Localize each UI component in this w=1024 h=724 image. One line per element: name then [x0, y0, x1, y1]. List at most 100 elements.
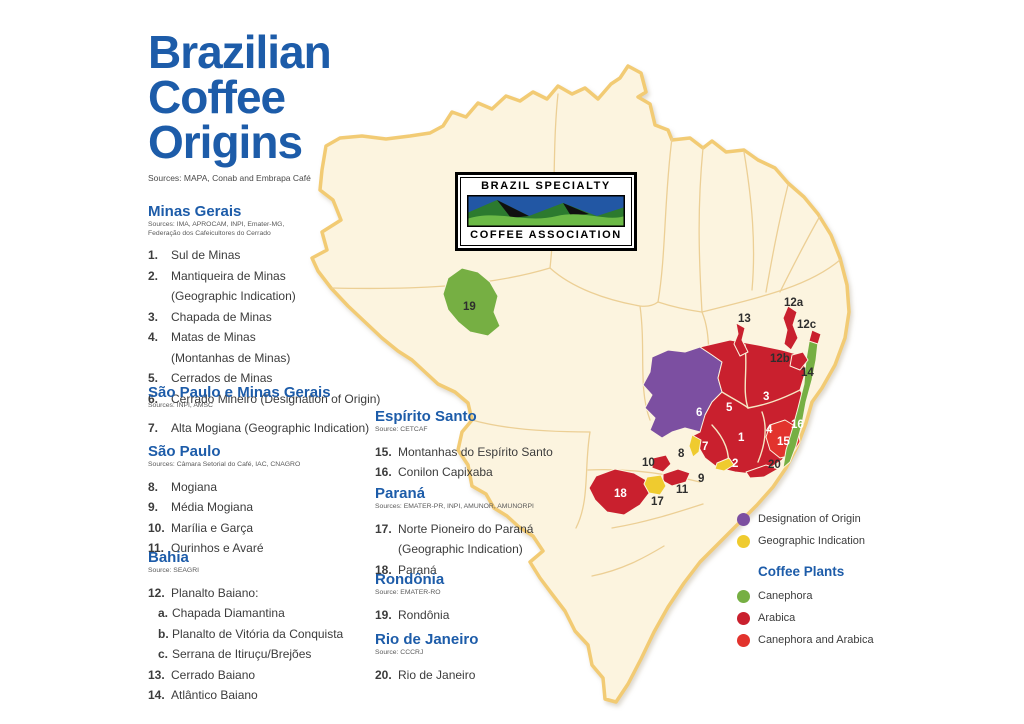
map-label-17: 17	[651, 496, 664, 508]
list-item: 14. Atlântico Baiano	[148, 685, 388, 706]
list-item-text: Montanhas do Espírito Santo	[398, 444, 553, 459]
section-parana: Paraná Sources: EMATER-PR, INPI, AMUNOR, …	[375, 485, 600, 580]
list-item-number: 16.	[375, 465, 392, 479]
region-list: 15. Montanhas do Espírito Santo 16. Conilon…	[375, 442, 600, 483]
list-item-text: Cerrados de Minas	[171, 371, 273, 385]
page-title-line-3: Origins	[148, 116, 303, 168]
list-item-text: Norte Pioneiro do Paraná	[398, 521, 534, 536]
map-label-12b: 12b	[770, 353, 790, 365]
section-source-line: Sources: EMATER-PR, INPI, AMUNOR, AMUNOR…	[375, 503, 534, 510]
map-label-9: 9	[698, 473, 704, 485]
legend-row-canephora: Canephora	[737, 585, 937, 607]
section-heading-espirito-santo: Espírito Santo	[375, 408, 477, 425]
legend-row-designation-of-origin: Designation of Origin	[737, 508, 937, 530]
legend-row-canephora-and-arabica: Canephora and Arabica	[737, 629, 937, 651]
map-label-3: 3	[763, 391, 769, 403]
section-heading-sp-mg: São Paulo e Minas Gerais	[148, 384, 331, 401]
section-heading-bahia: Bahia	[148, 549, 189, 566]
page-title-line-1: Brazilian	[148, 26, 332, 78]
map-label-8: 8	[678, 448, 685, 460]
list-item: 7. Alta Mogiana (Geographic Indication)	[148, 418, 388, 439]
purple-dot-icon	[737, 512, 750, 526]
bsca-logo-line-2: COFFEE ASSOCIATION	[470, 229, 622, 241]
map-label-16: 16	[791, 419, 804, 431]
list-item-number: 8.	[148, 479, 159, 494]
list-item: 20. Rio de Janeiro	[375, 665, 600, 686]
region-19-rondonia	[442, 267, 501, 337]
region-list: 8. Mogiana 9. Média Mogiana 10. Marília e Gar…	[148, 477, 388, 559]
legend-row-geographic-indication: Geographic Indication	[737, 530, 937, 552]
section-source-line: Source: CCCRJ	[375, 649, 424, 656]
list-item-number: 6.	[148, 391, 159, 406]
list-subitem-letter: a.	[158, 606, 169, 620]
list-item-number: 1.	[148, 248, 159, 262]
list-item: 12. Planalto Baiano:	[148, 583, 388, 604]
map-label-2: 2	[732, 458, 738, 470]
section-rio: Rio de Janeiro Source: CCCRJ 20. Rio de Jan…	[375, 631, 600, 685]
list-item-number: 7.	[148, 420, 159, 435]
list-item: 16. Conilon Capixaba	[375, 462, 600, 483]
region-list: 20. Rio de Janeiro	[375, 665, 600, 686]
section-bahia: Bahia Source: SEAGRI 12. Planalto Baiano: a.…	[148, 549, 388, 706]
region-list: 19. Rondônia	[375, 605, 600, 626]
list-item-text: Rondônia	[398, 607, 450, 622]
list-item: 6. Cerrado Mineiro (Designation of Origin…	[148, 389, 388, 410]
list-item-text: Conilon Capixaba	[398, 465, 493, 479]
list-subitem-text: Planalto de Vitória da Conquista	[172, 626, 344, 641]
region-14-16-coastal-green	[782, 335, 819, 469]
region-17-norte-pioneiro	[643, 474, 667, 496]
section-espirito-santo: Espírito Santo Source: CETCAF 15. Montanhas…	[375, 408, 600, 483]
legend-label: Canephora and Arabica	[758, 634, 874, 646]
map-label-7: 7	[702, 441, 708, 453]
list-item: 8. Mogiana	[148, 477, 388, 498]
region-list: 12. Planalto Baiano: a. Chapada Diamantina b…	[148, 583, 388, 706]
list-item: (Montanhas de Minas)	[148, 348, 388, 369]
green-dot-icon	[737, 589, 750, 603]
map-label-13: 13	[738, 313, 751, 325]
section-heading-minas-gerais: Minas Gerais	[148, 203, 242, 220]
map-label-11: 11	[676, 484, 689, 496]
section-minas-gerais: Minas Gerais Sources: IMA, APROCAM, INPI,…	[148, 203, 388, 409]
list-item-text: (Geographic Indication)	[171, 289, 296, 303]
map-label-20: 20	[768, 459, 781, 471]
list-item-text: Atlântico Baiano	[171, 688, 258, 702]
list-item-number: 3.	[148, 309, 159, 324]
region-list: 17. Norte Pioneiro do Paraná (Geographic I…	[375, 519, 600, 581]
page-title-line-2: Coffee	[148, 71, 286, 123]
page-sources: Sources: MAPA, Conab and Embrapa Café	[148, 173, 311, 183]
map-label-12a: 12a	[784, 297, 804, 309]
section-heading-sao-paulo: São Paulo	[148, 443, 221, 460]
section-source-line: Sources: Câmara Setorial do Café, IAC, C…	[148, 461, 301, 468]
region-list-middle-column: Espírito Santo Source: CETCAF 15. Montanhas…	[375, 0, 600, 724]
region-10-marilia-garca	[651, 454, 672, 473]
section-heading-rio: Rio de Janeiro	[375, 631, 479, 648]
bsca-logo-landscape-art	[467, 195, 625, 227]
list-subitem-text: Serrana de Itiruçu/Brejões	[172, 647, 312, 661]
list-item-number: 12.	[148, 585, 165, 600]
list-item-text: Mogiana	[171, 479, 218, 494]
list-item: 3. Chapada de Minas	[148, 307, 388, 328]
region-20-rio-de-janeiro	[745, 464, 779, 479]
list-item: (Geographic Indication)	[375, 539, 600, 560]
list-item: 17. Norte Pioneiro do Paraná	[375, 519, 600, 540]
section-source-line: Sources: IMA, APROCAM, INPI, Emater-MG,	[148, 221, 285, 228]
bright-red-dot-icon	[737, 633, 750, 647]
bsca-logo-line-1: BRAZIL SPECIALTY	[481, 180, 611, 192]
region-list-left-column: Minas Gerais Sources: IMA, APROCAM, INPI,…	[148, 0, 388, 724]
list-item-number: 19.	[375, 607, 392, 622]
map-label-4: 4	[766, 424, 773, 436]
region-18-parana	[588, 468, 651, 516]
list-item-text: Sul de Minas	[171, 248, 241, 262]
map-label-14: 14	[801, 367, 814, 379]
list-item: 9. Média Mogiana	[148, 497, 388, 518]
list-item-number: 2.	[148, 268, 159, 283]
section-source-line: Source: EMATER-RO	[375, 589, 441, 596]
map-label-12c: 12c	[797, 319, 817, 331]
list-subitem: b. Planalto de Vitória da Conquista	[148, 624, 388, 645]
section-sao-paulo: São Paulo Sources: Câmara Setorial do Caf…	[148, 443, 388, 559]
list-item-number: 4.	[148, 330, 159, 344]
section-heading-rondonia: Rondônia	[375, 571, 445, 588]
list-item-number: 17.	[375, 521, 392, 536]
list-item: 5. Cerrados de Minas	[148, 368, 388, 389]
list-item-text: Cerrado Baiano	[171, 667, 256, 682]
